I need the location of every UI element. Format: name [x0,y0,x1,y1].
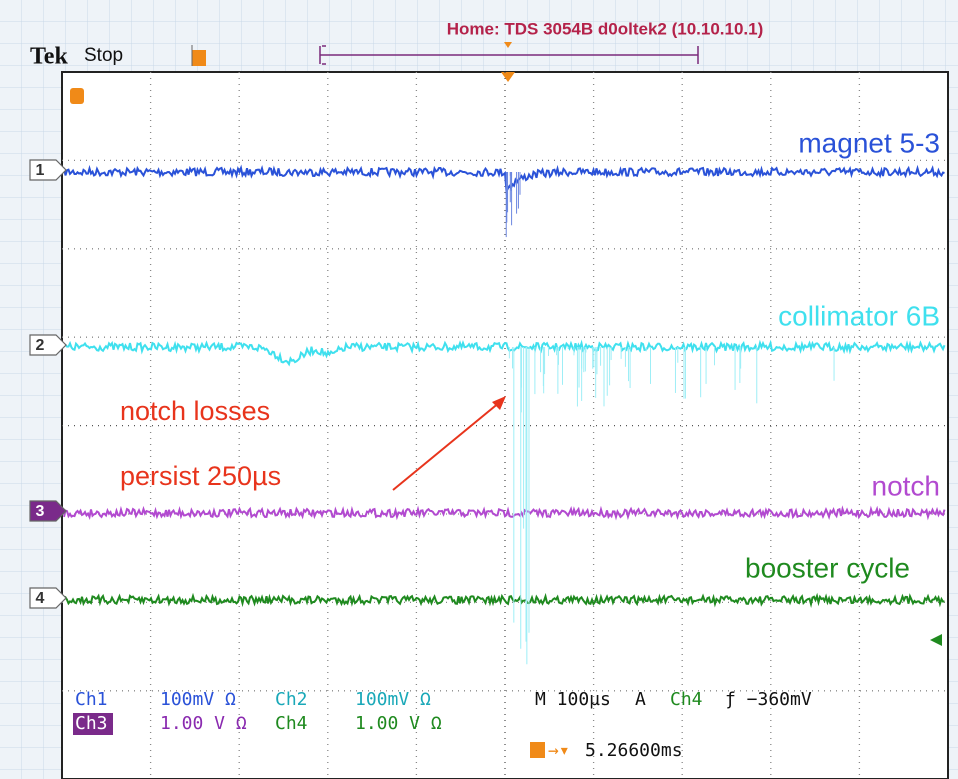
position-marker [530,742,545,758]
readout-text: A [635,689,646,710]
readout-text: 1.00 V Ω [355,713,442,734]
trigger-marker [192,50,206,66]
page: Home: TDS 3054B d0oltek2 (10.10.10.1) Te… [0,0,958,779]
readout-text: 100mV Ω [160,689,236,710]
channel-marker: 3 [36,503,45,520]
annotation: persist 250µs [120,461,281,491]
readout-text: ƒ −360mV [725,689,812,710]
readout-text: Ch3 [75,713,108,734]
channel-marker: 1 [36,162,45,179]
trigger-position: 5.26600ms [585,740,683,761]
trigger-level-marker [70,88,84,104]
readout-text: 100mV Ω [355,689,431,710]
channel-label: magnet 5-3 [798,127,940,158]
title: Home: TDS 3054B d0oltek2 (10.10.10.1) [447,19,764,38]
annotation: notch losses [120,396,270,426]
readout-text: 1.00 V Ω [160,713,247,734]
readout-text: Ch1 [75,689,108,710]
channel-label: collimator 6B [778,300,940,331]
readout-text: Ch2 [275,689,308,710]
readout-text: Ch4 [670,689,703,710]
arrow-symbol: →▾ [548,740,570,761]
channel-marker: 4 [36,590,45,607]
status: Stop [84,45,123,66]
readout-text: M 100µs [535,689,611,710]
channel-label: notch [872,470,941,501]
readout-text: Ch4 [275,713,308,734]
channel-label: booster cycle [745,552,910,583]
scope-screenshot: Home: TDS 3054B d0oltek2 (10.10.10.1) Te… [0,0,958,779]
channel-marker: 2 [36,337,45,354]
brand: Tek [30,44,68,70]
